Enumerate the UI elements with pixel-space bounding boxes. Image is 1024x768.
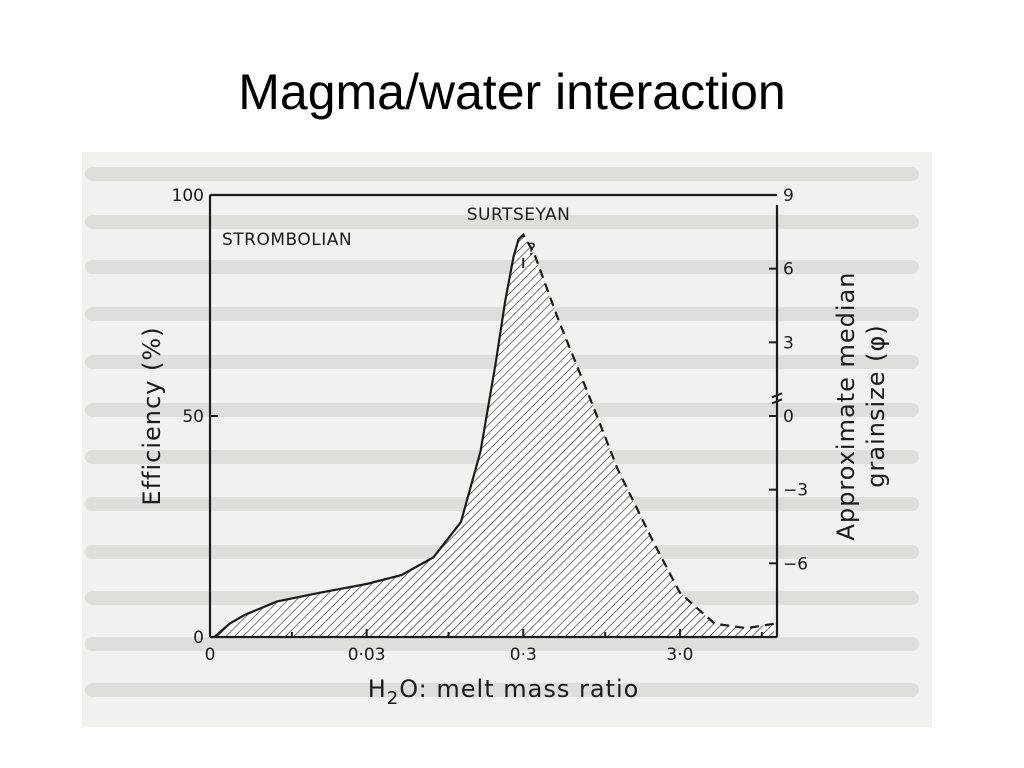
efficiency-curve-solid bbox=[213, 238, 520, 638]
region-label-surtseyan: SURTSEYAN bbox=[467, 205, 571, 225]
y-tick-label: 50 bbox=[182, 407, 204, 427]
x-tick-label: 3·0 bbox=[666, 645, 693, 665]
efficiency-curve-dashed bbox=[517, 233, 775, 630]
scanned-figure: 0 50 100 9 6 3 0 −3 −6 0 0·03 0·3 3·0 STROMBOLIAN SURT… bbox=[82, 152, 932, 727]
hatched-area bbox=[214, 234, 775, 638]
x-axis-title: H2O: melt mass ratio bbox=[368, 675, 640, 709]
y2-axis-title-line2: grainsize (φ) bbox=[862, 324, 890, 487]
x-tick-label: 0·3 bbox=[510, 645, 537, 665]
chart: 0 50 100 9 6 3 0 −3 −6 0 0·03 0·3 3·0 STROMBOLIAN SURT… bbox=[85, 167, 919, 709]
slide-title: Magma/water interaction bbox=[238, 64, 786, 120]
y2-tick-label: 6 bbox=[783, 260, 794, 280]
plot-area: 0 50 100 9 6 3 0 −3 −6 0 0·03 0·3 3·0 STROMBOLIAN SURT… bbox=[138, 186, 890, 709]
y2-tick-label: 0 bbox=[783, 407, 794, 427]
y2-tick-label: 3 bbox=[783, 333, 794, 353]
x-tick-label: 0·03 bbox=[348, 645, 386, 665]
x-tick-label: 0 bbox=[205, 645, 216, 665]
peak-question-mark: ? bbox=[527, 240, 537, 260]
y2-tick-label: −3 bbox=[783, 481, 808, 501]
region-label-strombolian: STROMBOLIAN bbox=[222, 230, 352, 250]
y2-tick-label: −6 bbox=[783, 554, 808, 574]
y-axis-title: Efficiency (%) bbox=[138, 326, 166, 505]
y-tick-label: 0 bbox=[193, 628, 204, 648]
y2-tick-label: 9 bbox=[783, 186, 794, 206]
axis-break-mark bbox=[771, 392, 783, 405]
y-tick-label: 100 bbox=[172, 186, 204, 206]
y2-axis-title-line1: Approximate median bbox=[832, 272, 860, 541]
